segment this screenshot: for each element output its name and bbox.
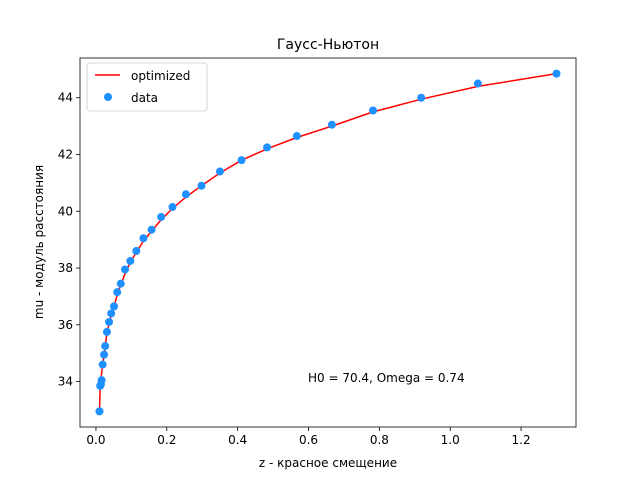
data-point [473, 79, 482, 88]
y-tick-label: 34 [58, 375, 73, 389]
x-tick-label: 0.2 [157, 433, 176, 447]
x-tick-label: 0.8 [370, 433, 389, 447]
data-point [181, 190, 190, 199]
x-axis-label: z - красное смещение [259, 456, 397, 470]
data-point [110, 302, 119, 311]
data-point [95, 407, 104, 416]
x-tick-label: 1.2 [512, 433, 531, 447]
data-point [417, 93, 426, 102]
data-point [126, 256, 135, 265]
legend: optimized data [86, 62, 208, 112]
y-tick-label: 44 [58, 91, 73, 105]
y-tick-label: 42 [58, 148, 73, 162]
data-point [120, 265, 129, 274]
data-point [132, 247, 141, 256]
y-axis: 34 36 38 40 42 44 [58, 91, 80, 389]
y-axis-label: mu - модуль расстояния [32, 165, 46, 319]
y-tick-label: 36 [58, 318, 73, 332]
data-point [147, 225, 156, 234]
chart-title: Гаусс-Ньютон [277, 37, 379, 53]
data-point [168, 203, 177, 212]
data-point [368, 106, 377, 115]
data-point [116, 279, 125, 288]
plot-frame [79, 57, 577, 428]
y-tick-label: 38 [58, 261, 73, 275]
data-point [102, 327, 111, 336]
legend-label-data: data [131, 91, 158, 105]
data-point [157, 212, 166, 221]
data-point [139, 234, 148, 243]
legend-marker-swatch [104, 93, 112, 101]
legend-label-optimized: optimized [131, 69, 190, 83]
x-tick-label: 0.6 [299, 433, 318, 447]
plot-marks [95, 69, 561, 416]
annotation-text: H0 = 70.4, Omega = 0.74 [308, 371, 465, 385]
data-point [113, 288, 122, 297]
x-tick-label: 0.0 [86, 433, 105, 447]
data-point [215, 167, 224, 176]
y-tick-label: 40 [58, 204, 73, 218]
data-point [97, 376, 106, 385]
x-tick-label: 0.4 [228, 433, 247, 447]
data-point [101, 342, 110, 351]
data-point [107, 309, 116, 318]
x-tick-label: 1.0 [441, 433, 460, 447]
data-point [105, 317, 114, 326]
x-axis: 0.0 0.2 0.4 0.6 0.8 1.0 1.2 [86, 427, 531, 447]
data-point [197, 181, 206, 190]
data-point [327, 120, 336, 129]
data-point [100, 350, 109, 359]
data-point [552, 69, 561, 78]
data-point [263, 143, 272, 152]
data-point [237, 156, 246, 165]
data-point [292, 132, 301, 141]
data-point [98, 360, 107, 369]
